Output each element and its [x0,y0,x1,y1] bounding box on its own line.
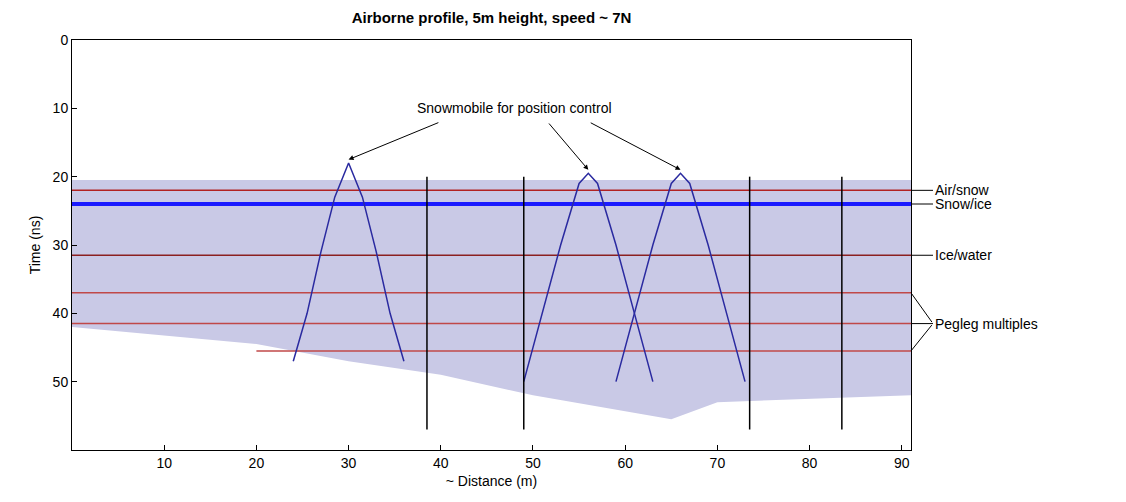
svg-text:60: 60 [617,455,633,471]
svg-text:Airborne profile, 5m height, s: Airborne profile, 5m height, speed ~ 7N [352,9,632,26]
svg-text:10: 10 [156,455,172,471]
svg-text:80: 80 [802,455,818,471]
svg-text:Time (ns): Time (ns) [27,216,43,275]
svg-text:10: 10 [53,100,69,116]
svg-text:Snow/ice: Snow/ice [935,196,992,212]
svg-text:Pegleg multiples: Pegleg multiples [935,316,1038,332]
svg-text:0: 0 [60,32,68,48]
svg-text:70: 70 [710,455,726,471]
svg-text:50: 50 [53,374,69,390]
svg-text:Air/snow: Air/snow [935,182,990,198]
svg-text:30: 30 [341,455,357,471]
svg-text:20: 20 [249,455,265,471]
svg-text:90: 90 [894,455,910,471]
svg-text:~ Distance (m): ~ Distance (m) [446,473,537,489]
svg-text:40: 40 [433,455,449,471]
svg-text:Snowmobile for position contro: Snowmobile for position control [417,100,612,116]
svg-text:Ice/water: Ice/water [935,247,992,263]
svg-text:40: 40 [53,305,69,321]
svg-text:30: 30 [53,237,69,253]
svg-text:50: 50 [525,455,541,471]
svg-text:20: 20 [53,169,69,185]
